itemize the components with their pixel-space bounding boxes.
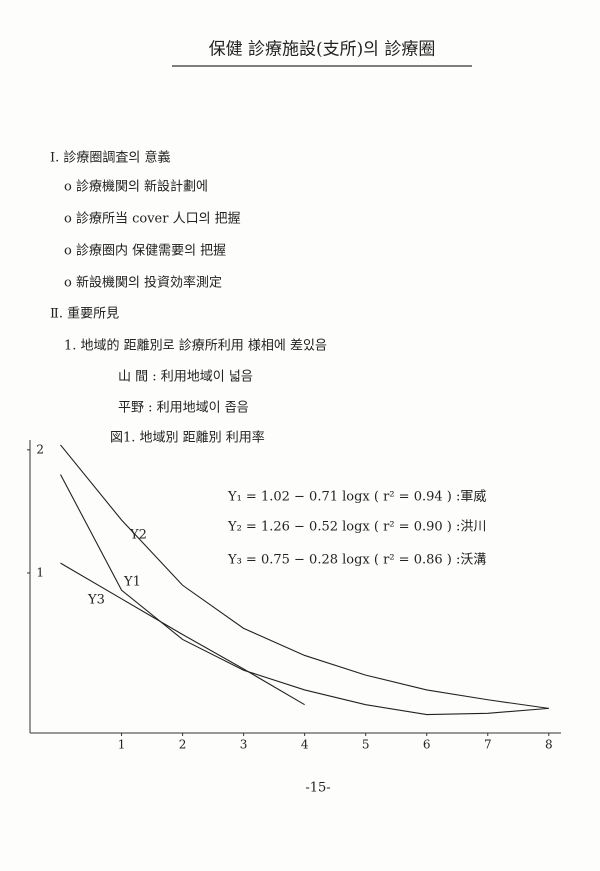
x-tick-label: 2 [179,738,187,752]
x-tick-label: 6 [423,738,431,752]
section-heading: Ⅰ. 診療圈調査의 意義 [50,150,171,166]
list-item: o 診療圈内 保健需要의 把握 [64,243,226,259]
curve [60,444,549,709]
curve-label: Y3 [87,593,105,608]
y-tick-label: 1 [36,565,44,579]
curve-label: Y2 [129,528,147,543]
list-item: 平野 : 利用地域이 좁음 [118,401,249,416]
x-tick-label: 1 [118,738,126,752]
page-title: 保健 診療施設(支所)의 診療圈 [209,40,436,60]
figure-caption: 図1. 地域別 距離別 利用率 [110,430,265,446]
equation: Y₃ = 0.75 − 0.28 logx ( r² = 0.86 ) :沃溝 [227,553,486,568]
curve [60,562,305,706]
list-item: o 診療所当 cover 人口의 把握 [64,211,241,227]
curve [60,474,549,716]
x-tick-label: 3 [240,738,248,752]
list-item: o 診療機関의 新設計劃에 [64,179,208,195]
equation: Y₁ = 1.02 − 0.71 logx ( r² = 0.94 ) :軍威 [227,490,486,505]
section-heading: Ⅱ. 重要所見 [50,306,119,322]
x-tick-label: 5 [362,738,370,752]
list-item: 山 間 : 利用地域이 넓음 [118,370,253,385]
page-number: -15- [305,781,330,796]
curve-label: Y1 [123,575,141,590]
x-tick-label: 4 [301,738,309,752]
x-tick-label: 8 [545,738,553,752]
list-item: 1. 地域的 距離別로 診療所利用 様相에 差있음 [64,338,327,354]
x-tick-label: 7 [484,738,492,752]
y-tick-label: 2 [36,442,44,456]
equation: Y₂ = 1.26 − 0.52 logx ( r² = 0.90 ) :洪川 [227,520,486,535]
list-item: o 新設機関의 投資効率測定 [64,275,222,291]
